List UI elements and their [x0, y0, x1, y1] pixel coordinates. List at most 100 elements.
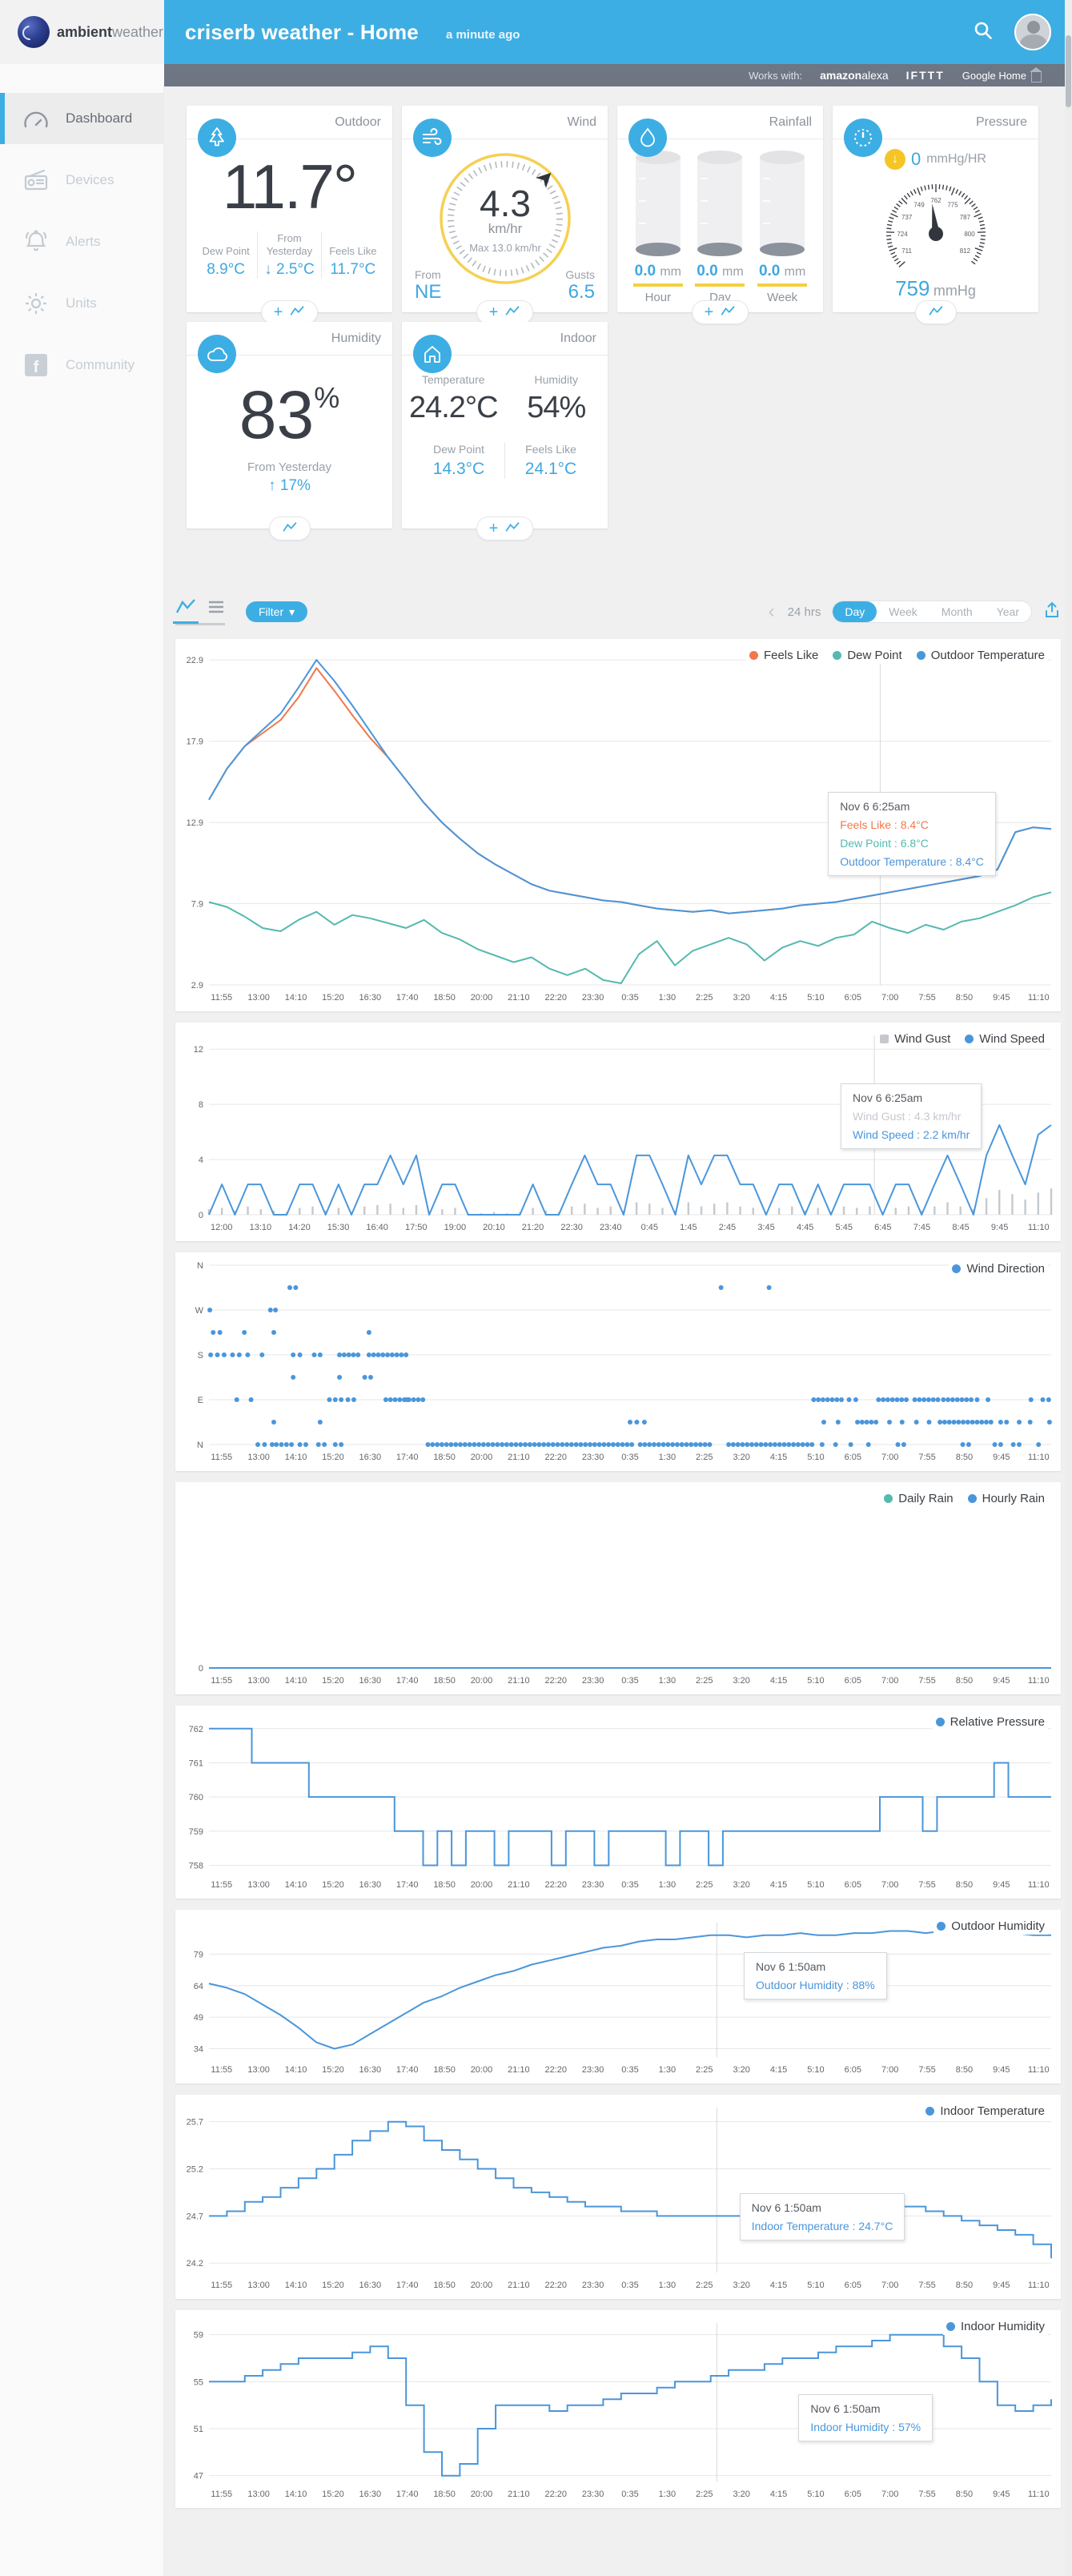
svg-text:9:45: 9:45	[993, 1676, 1010, 1686]
wind-card-actions[interactable]: +	[476, 300, 534, 324]
chart-icon	[720, 305, 736, 320]
tab-day[interactable]: Day	[833, 601, 877, 622]
svg-text:737: 737	[901, 214, 912, 221]
legend-marker	[952, 1264, 962, 1273]
svg-text:13:00: 13:00	[247, 1453, 270, 1462]
indoor-humidity-value: 54%	[527, 391, 586, 424]
rainfall-card-actions[interactable]: +	[691, 300, 749, 324]
svg-text:21:10: 21:10	[508, 2281, 530, 2290]
wind-gusts-value: 6.5	[568, 281, 595, 303]
legend-item[interactable]: Outdoor Humidity	[937, 1919, 1045, 1933]
svg-text:22:20: 22:20	[544, 2281, 567, 2290]
legend-item[interactable]: Dew Point	[833, 649, 902, 662]
plus-icon: +	[273, 303, 283, 321]
tab-year[interactable]: Year	[996, 605, 1019, 618]
sidebar-item-community[interactable]: f Community	[0, 340, 163, 391]
svg-text:0:45: 0:45	[641, 1223, 658, 1232]
chevron-left-icon[interactable]: ‹	[768, 601, 775, 622]
humidity-value: 83	[239, 377, 315, 452]
wind-chart: 12 8 4 0 12:00 13:10 14:20 15:30 16:40 17:50 19:00…	[175, 1023, 1061, 1241]
legend-item[interactable]: Wind Gust	[880, 1032, 950, 1046]
legend-item[interactable]: Outdoor Temperature	[916, 649, 1045, 662]
list-view-tab[interactable]	[207, 600, 225, 621]
user-avatar[interactable]	[1014, 14, 1051, 50]
svg-text:2:45: 2:45	[719, 1223, 736, 1232]
svg-text:18:50: 18:50	[433, 1880, 456, 1890]
svg-text:4:15: 4:15	[770, 1453, 787, 1462]
svg-text:11:55: 11:55	[211, 993, 232, 1003]
wind-direction-chart: N W S E N 11:55 13:00 14:10 15:20 16:30 17:40 18:50…	[175, 1252, 1061, 1471]
filter-button[interactable]: Filter ▾	[246, 601, 308, 622]
svg-text:79: 79	[194, 1950, 203, 1959]
outdoor-card-actions[interactable]: +	[260, 300, 319, 324]
svg-text:4: 4	[199, 1155, 203, 1165]
svg-text:22:30: 22:30	[560, 1223, 583, 1232]
humidity-card-actions[interactable]	[268, 516, 311, 541]
svg-text:8: 8	[199, 1100, 203, 1110]
svg-text:8:50: 8:50	[956, 2281, 973, 2290]
indoor-card-actions[interactable]: +	[476, 516, 534, 541]
svg-text:3:20: 3:20	[733, 2490, 749, 2499]
legend-item[interactable]: Wind Direction	[952, 1262, 1045, 1276]
svg-text:16:30: 16:30	[359, 2281, 382, 2290]
svg-text:5:10: 5:10	[807, 2065, 824, 2075]
sidebar-item-dashboard[interactable]: Dashboard	[0, 93, 163, 144]
brand-logo[interactable]: ambientweather	[0, 0, 164, 64]
legend-marker	[884, 1494, 893, 1503]
svg-text:15:20: 15:20	[322, 2065, 344, 2075]
range-segmented-control: Day Week Month Year	[832, 601, 1032, 623]
scrollbar-thumb[interactable]	[1066, 35, 1071, 107]
sidebar-item-alerts[interactable]: Alerts	[0, 216, 163, 267]
svg-text:22:20: 22:20	[544, 2065, 567, 2075]
charts-view-tab[interactable]	[173, 598, 199, 624]
amazon-alexa-logo[interactable]: amazonalexa	[820, 69, 889, 82]
dew-point-label: Dew Point	[202, 244, 250, 257]
wind-speed-unit: km/hr	[488, 221, 522, 236]
svg-text:34: 34	[194, 2045, 203, 2055]
rain-week-label: Week	[767, 291, 798, 304]
pressure-card: Pressure ↓ 0 mmHg/HR 711 724 737 749 762 775 7…	[833, 106, 1038, 324]
relative-pressure-chart: 762 761 760 759 758 11:55 13:00 14:10 15:20 16:30…	[175, 1706, 1061, 1899]
svg-text:0: 0	[199, 1664, 203, 1674]
svg-text:11:10: 11:10	[1028, 993, 1050, 1003]
legend-item[interactable]: Daily Rain	[884, 1492, 954, 1505]
svg-text:14:10: 14:10	[285, 2065, 307, 2075]
svg-text:22:20: 22:20	[544, 1676, 567, 1686]
indoor-dew-label: Dew Point	[433, 443, 484, 456]
pressure-card-actions[interactable]	[914, 300, 957, 324]
legend-item[interactable]: Hourly Rain	[967, 1492, 1045, 1505]
rain-week-value: 0.0	[758, 263, 781, 279]
svg-text:1:30: 1:30	[659, 993, 676, 1003]
search-icon[interactable]	[973, 20, 994, 45]
svg-text:9:45: 9:45	[991, 1223, 1008, 1232]
chart-icon	[504, 521, 520, 536]
legend-item[interactable]: Indoor Humidity	[946, 2320, 1045, 2333]
chart-icon	[289, 305, 305, 320]
svg-text:16:30: 16:30	[359, 1880, 382, 1890]
svg-text:812: 812	[959, 247, 970, 255]
svg-text:711: 711	[901, 247, 912, 255]
sidebar-item-devices[interactable]: Devices	[0, 155, 163, 206]
legend-item[interactable]: Relative Pressure	[935, 1715, 1045, 1729]
legend-marker	[965, 1035, 974, 1043]
legend-item[interactable]: Feels Like	[749, 649, 818, 662]
svg-text:11:55: 11:55	[211, 1880, 232, 1890]
svg-text:2:25: 2:25	[696, 993, 713, 1003]
sidebar-item-units[interactable]: Units	[0, 278, 163, 329]
google-home-logo[interactable]: Google Home	[962, 66, 1042, 82]
scrollbar[interactable]	[1065, 0, 1072, 2576]
legend-item[interactable]: Indoor Temperature	[925, 2104, 1045, 2118]
svg-text:15:20: 15:20	[322, 1453, 344, 1462]
svg-text:15:20: 15:20	[322, 2281, 344, 2290]
tab-month[interactable]: Month	[941, 605, 973, 618]
legend-item[interactable]: Wind Speed	[965, 1032, 1045, 1046]
bell-icon	[21, 230, 51, 254]
svg-text:17:40: 17:40	[396, 1453, 419, 1462]
ifttt-logo[interactable]: IFTTT	[905, 69, 945, 82]
svg-text:20:00: 20:00	[471, 2490, 493, 2499]
svg-text:18:50: 18:50	[433, 2281, 456, 2290]
tab-week[interactable]: Week	[889, 605, 917, 618]
export-icon[interactable]	[1043, 601, 1061, 623]
svg-text:7:55: 7:55	[918, 2490, 935, 2499]
svg-text:22:20: 22:20	[544, 2490, 567, 2499]
